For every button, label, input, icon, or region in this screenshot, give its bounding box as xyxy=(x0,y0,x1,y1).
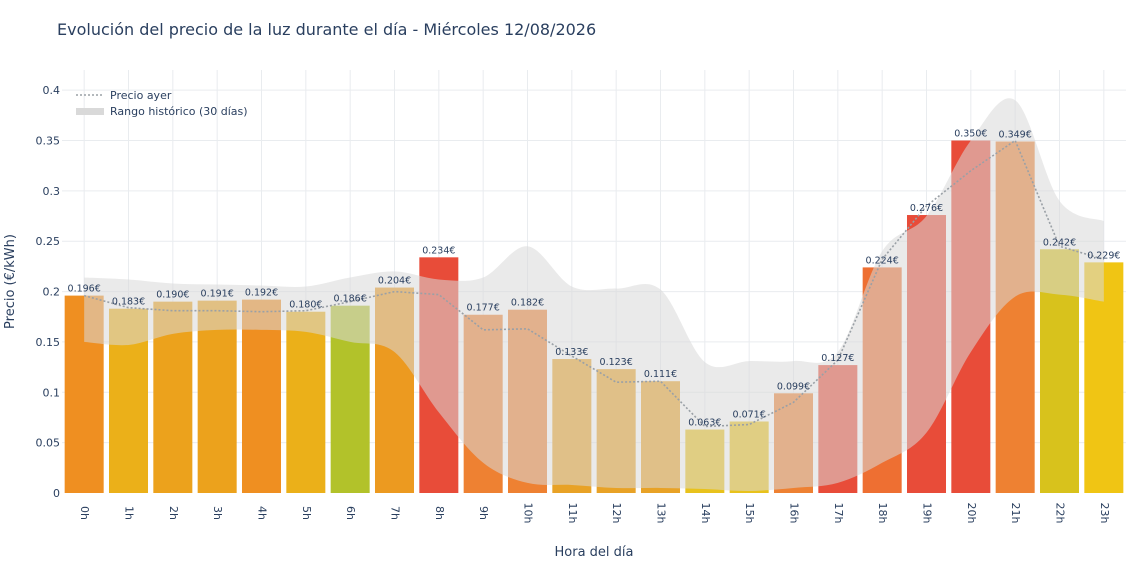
bar-value-label: 0.127€ xyxy=(821,353,854,364)
bar-value-label: 0.186€ xyxy=(334,294,367,305)
price-bar[interactable] xyxy=(197,300,237,493)
x-tick-label: 3h xyxy=(211,506,224,520)
x-tick-label: 8h xyxy=(433,506,446,520)
x-tick-label: 7h xyxy=(389,506,402,520)
y-tick-label: 0.35 xyxy=(36,135,61,148)
x-tick-label: 19h xyxy=(921,503,934,524)
bar-value-label: 0.099€ xyxy=(777,381,810,392)
x-tick-label: 12h xyxy=(610,503,623,524)
y-axis-title: Precio (€/kWh) xyxy=(3,234,18,329)
x-tick-label: 5h xyxy=(300,506,313,520)
x-axis-title: Hora del día xyxy=(555,545,634,560)
legend-range-swatch xyxy=(76,108,104,115)
x-tick-label: 20h xyxy=(965,503,978,524)
legend-yesterday-label: Precio ayer xyxy=(110,89,172,102)
y-tick-label: 0 xyxy=(53,487,60,500)
y-tick-label: 0.15 xyxy=(36,336,61,349)
x-tick-label: 16h xyxy=(788,503,801,524)
bar-value-label: 0.224€ xyxy=(866,255,899,266)
bar-value-label: 0.123€ xyxy=(600,357,633,368)
x-tick-label: 11h xyxy=(566,503,579,524)
bar-value-label: 0.182€ xyxy=(511,298,544,309)
bar-value-label: 0.071€ xyxy=(733,409,766,420)
x-tick-label: 13h xyxy=(655,503,668,524)
bar-value-label: 0.234€ xyxy=(422,245,455,256)
bar-value-label: 0.063€ xyxy=(688,418,721,429)
y-tick-label: 0.2 xyxy=(43,286,61,299)
x-tick-label: 21h xyxy=(1009,503,1022,524)
bar-value-label: 0.177€ xyxy=(467,303,500,314)
y-tick-label: 0.05 xyxy=(36,437,61,450)
y-tick-label: 0.4 xyxy=(43,84,61,97)
legend-range-label: Rango histórico (30 días) xyxy=(110,105,248,118)
yesterday-price-line xyxy=(83,139,1105,428)
x-tick-label: 2h xyxy=(167,506,180,520)
bar-value-label: 0.192€ xyxy=(245,288,278,299)
bar-value-label: 0.111€ xyxy=(644,369,677,380)
x-tick-label: 6h xyxy=(344,506,357,520)
x-tick-label: 18h xyxy=(876,503,889,524)
price-bar[interactable] xyxy=(241,299,282,493)
bar-value-label: 0.191€ xyxy=(201,289,234,300)
x-tick-label: 4h xyxy=(256,506,269,520)
x-tick-label: 1h xyxy=(123,506,136,520)
x-tick-label: 10h xyxy=(522,503,535,524)
bar-value-label: 0.242€ xyxy=(1043,237,1076,248)
chart-title: Evolución del precio de la luz durante e… xyxy=(57,20,597,39)
x-tick-label: 9h xyxy=(477,506,490,520)
bar-value-label: 0.276€ xyxy=(910,203,943,214)
x-tick-label: 0h xyxy=(78,506,91,520)
price-bar[interactable] xyxy=(286,311,326,493)
x-tick-label: 17h xyxy=(832,503,845,524)
y-tick-label: 0.3 xyxy=(43,185,61,198)
bar-value-label: 0.229€ xyxy=(1087,250,1120,261)
bar-value-label: 0.133€ xyxy=(555,347,588,358)
bar-value-label: 0.350€ xyxy=(954,129,987,140)
historical-range-band xyxy=(84,98,1104,491)
bar-value-label: 0.180€ xyxy=(289,300,322,311)
y-tick-label: 0.1 xyxy=(43,386,61,399)
bar-value-label: 0.183€ xyxy=(112,297,145,308)
x-tick-label: 14h xyxy=(699,503,712,524)
bar-value-label: 0.349€ xyxy=(999,130,1032,141)
x-tick-label: 23h xyxy=(1098,503,1111,524)
x-tick-label: 22h xyxy=(1054,503,1067,524)
bar-value-label: 0.190€ xyxy=(156,290,189,301)
x-tick-label: 15h xyxy=(743,503,756,524)
bar-value-label: 0.196€ xyxy=(68,284,101,295)
bar-value-label: 0.204€ xyxy=(378,276,411,287)
y-tick-label: 0.25 xyxy=(36,235,61,248)
